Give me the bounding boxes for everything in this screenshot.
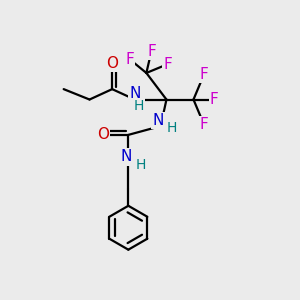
Text: H: H (167, 122, 177, 135)
Text: N: N (129, 85, 140, 100)
Text: N: N (120, 149, 132, 164)
Text: F: F (200, 117, 208, 132)
Text: O: O (106, 56, 118, 71)
Text: H: H (136, 158, 146, 172)
Text: F: F (200, 67, 208, 82)
Text: O: O (97, 128, 109, 142)
Text: H: H (134, 99, 144, 113)
Text: F: F (125, 52, 134, 67)
Text: N: N (153, 113, 164, 128)
Text: F: F (210, 92, 219, 107)
Text: F: F (147, 44, 156, 59)
Text: F: F (163, 57, 172, 72)
